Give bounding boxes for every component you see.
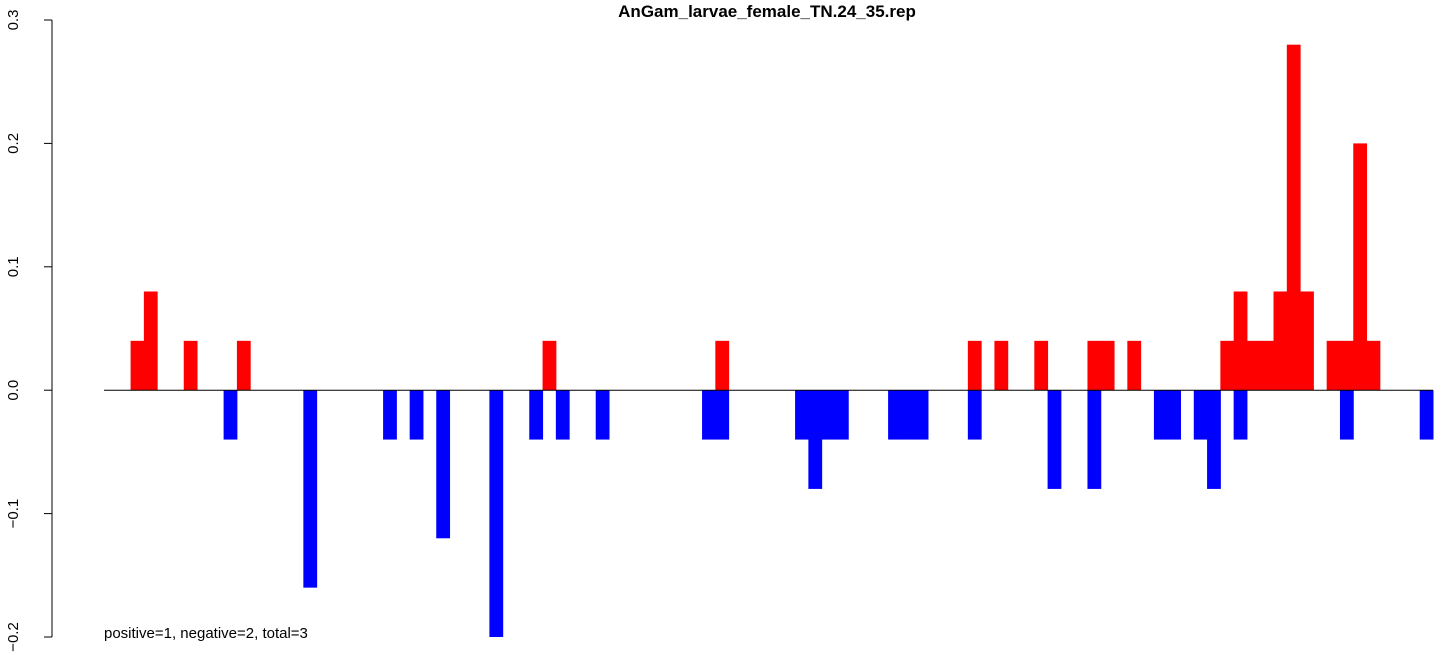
bar-negative [409,390,424,440]
bar-negative [595,390,610,440]
bar-positive [1286,44,1301,391]
bar-positive [967,340,982,391]
bar-positive [1220,340,1235,391]
bar-positive [183,340,198,391]
bar-positive [1273,291,1288,391]
bar-positive [715,340,730,391]
bar-positive [1353,143,1368,391]
y-tick-label: −0.2 [5,622,22,652]
bar-negative [795,390,809,440]
y-tick-label: 0.2 [5,133,22,154]
bar-positive [130,340,145,391]
bar-negative [555,390,570,440]
bar-negative [821,390,836,440]
chart-title: AnGam_larvae_female_TN.24_35.rep [618,2,916,21]
bar-negative [489,390,504,637]
count-annotation: positive=1, negative=2, total=3 [104,625,308,642]
bar-negative [914,390,929,440]
bar-positive [542,340,557,391]
bar-negative [901,390,916,440]
bars [130,44,1434,637]
bar-negative [715,390,730,440]
y-axis: −0.2 −0.1 0.0 0.1 0.2 0.3 [5,10,53,652]
bar-negative [1339,390,1354,440]
bar-negative [702,390,716,440]
bar-negative [1233,390,1248,440]
bar-negative [834,390,849,440]
bar-positive [1127,340,1142,391]
bar-negative [1087,390,1102,489]
bar-positive [1339,340,1354,391]
bar-negative [1193,390,1208,440]
y-tick-label: 0.3 [5,10,22,31]
bar-negative [1047,390,1062,489]
bar-positive [1300,291,1314,391]
bar-positive [143,291,158,391]
bar-negative [223,390,238,440]
bar-positive [1260,340,1275,391]
bar-negative [967,390,982,440]
bar-positive [1326,340,1341,391]
bar-negative [1167,390,1181,440]
bar-negative [1419,390,1434,440]
bar-negative [1207,390,1221,489]
y-tick-label: −0.1 [5,499,22,529]
bar-negative [1153,390,1168,440]
bar-negative [808,390,823,489]
bar-positive [1233,291,1248,391]
bar-positive [1100,340,1115,391]
y-tick-label: 0.1 [5,256,22,277]
bar-negative [529,390,544,440]
bar-negative [383,390,397,440]
bar-negative [436,390,451,539]
y-tick-label: 0.0 [5,380,22,401]
bar-negative [888,390,902,440]
bar-positive [1246,340,1261,391]
bar-positive [1034,340,1049,391]
bar-positive [1366,340,1381,391]
bar-negative [303,390,318,588]
bar-positive [236,340,251,391]
bar-positive [1087,340,1102,391]
bar-positive [994,340,1009,391]
